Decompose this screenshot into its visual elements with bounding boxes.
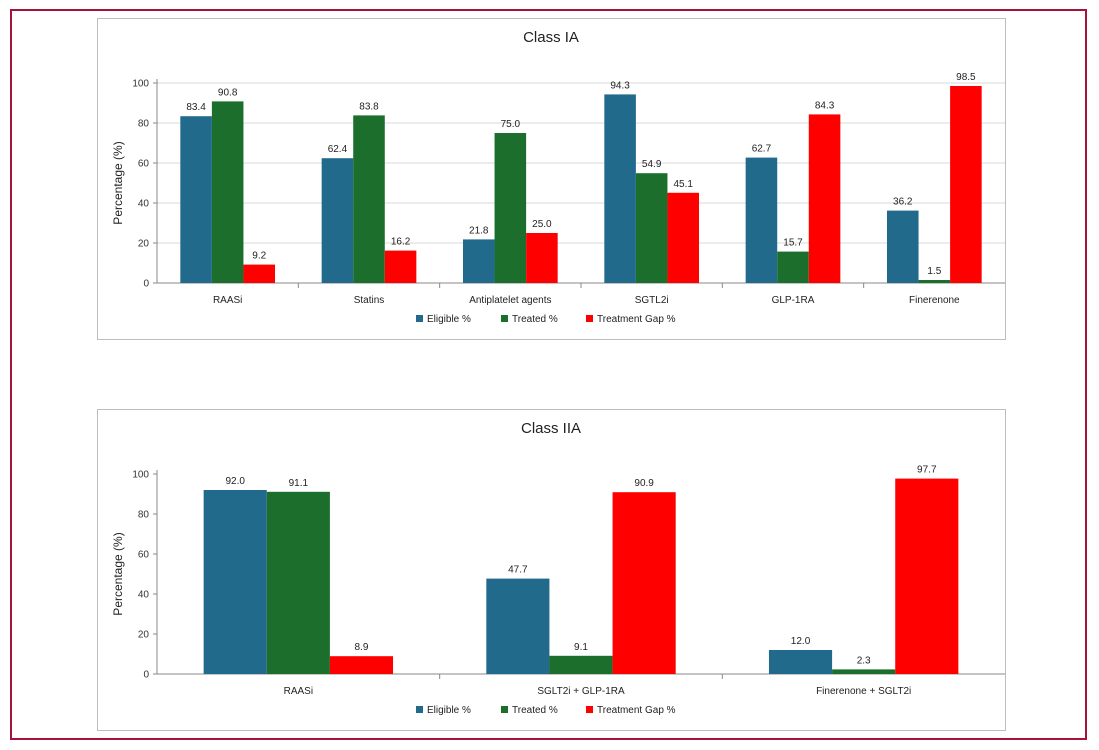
y-tick-label: 40 [138,590,150,601]
data-label: 97.7 [917,465,937,476]
data-label: 12.0 [791,636,811,647]
y-tick-label: 40 [138,199,150,210]
y-tick-label: 20 [138,239,150,250]
bar [321,158,354,283]
y-tick-label: 0 [143,670,149,681]
y-tick-label: 100 [132,470,149,481]
bar [180,116,212,283]
legend-swatch [586,315,593,322]
y-tick-label: 0 [143,279,149,290]
legend-swatch [416,706,423,713]
bar [549,655,613,674]
legend-swatch [586,706,593,713]
legend-label: Eligible % [427,314,471,325]
data-label: 62.4 [328,144,348,155]
data-label: 9.1 [574,642,588,653]
bar [384,250,417,283]
y-tick-label: 60 [138,159,150,170]
data-label: 90.9 [634,478,654,489]
bar [462,239,495,283]
data-label: 94.3 [610,80,630,91]
data-label: 21.8 [469,225,489,236]
x-category-label: SGLT2i + GLP-1RA [537,686,625,697]
x-category-label: RAASi [284,686,313,697]
data-label: 16.2 [391,237,411,248]
legend-swatch [501,706,508,713]
y-axis-label: Percentage (%) [111,532,125,615]
data-label: 15.7 [783,238,803,249]
data-label: 8.9 [355,642,369,653]
data-label: 2.3 [857,655,871,666]
x-category-label: Antiplatelet agents [469,295,551,306]
bar [886,210,919,283]
data-label: 92.0 [225,476,245,487]
chart-panel-class-ia: Class IA Percentage (%) 0 20 40 60 80 100 RAASi 8… [97,18,1006,340]
data-label: 90.8 [218,87,238,98]
bar [745,157,778,283]
bar [243,264,276,283]
bar [918,280,951,283]
bar [635,173,668,283]
bar [211,101,244,284]
data-label: 83.8 [359,101,379,112]
data-label: 36.2 [893,197,913,208]
data-label: 75.0 [501,119,521,130]
x-category-label: Statins [354,295,385,306]
legend-swatch [416,315,423,322]
bar [895,478,959,674]
data-label: 84.3 [815,100,835,111]
figure-frame [10,9,1087,740]
bar [768,650,833,674]
bar [777,251,809,283]
chart-class-iia: Class IIA Percentage (%) 0 20 40 60 80 100 RAASi… [111,420,1005,716]
y-tick-label: 20 [138,630,150,641]
data-label: 83.4 [186,102,206,113]
x-category-label: GLP-1RA [772,295,815,306]
y-tick-label: 60 [138,550,150,561]
legend-label: Treatment Gap % [597,314,676,325]
chart-class-ia: Class IA Percentage (%) 0 20 40 60 80 100 RAASi 8… [111,29,1005,325]
data-label: 1.5 [927,266,941,277]
bar [832,669,896,674]
legend-label: Treated % [512,705,558,716]
y-tick-label: 80 [138,119,150,130]
bar [329,656,394,674]
bar [808,114,841,284]
data-label: 45.1 [673,179,693,190]
x-category-label: RAASi [213,295,242,306]
data-label: 9.2 [252,251,266,262]
legend-label: Eligible % [427,705,471,716]
chart-title: Class IIA [521,420,581,437]
bar [604,94,636,284]
legend-swatch [501,315,508,322]
bar [526,233,558,283]
bar [950,86,982,283]
data-label: 54.9 [642,159,662,170]
bar [667,192,700,283]
bar [494,133,527,283]
data-label: 47.7 [508,565,528,576]
data-label: 91.1 [289,478,309,489]
x-category-label: SGTL2i [635,295,669,306]
bar [486,578,550,674]
x-category-label: Finerenone [909,295,960,306]
data-label: 25.0 [532,219,552,230]
bar [266,491,330,674]
chart-panel-class-iia: Class IIA Percentage (%) 0 20 40 60 80 100 RAASi… [97,409,1006,731]
data-label: 98.5 [956,72,976,83]
chart-title: Class IA [523,29,579,46]
data-label: 62.7 [752,144,772,155]
y-tick-label: 100 [132,79,149,90]
bar [203,490,267,674]
y-tick-label: 80 [138,510,150,521]
legend-label: Treated % [512,314,558,325]
bar [353,115,385,284]
bar [612,492,676,674]
x-category-label: Finerenone + SGLT2i [816,686,911,697]
legend-label: Treatment Gap % [597,705,676,716]
y-axis-label: Percentage (%) [111,141,125,224]
